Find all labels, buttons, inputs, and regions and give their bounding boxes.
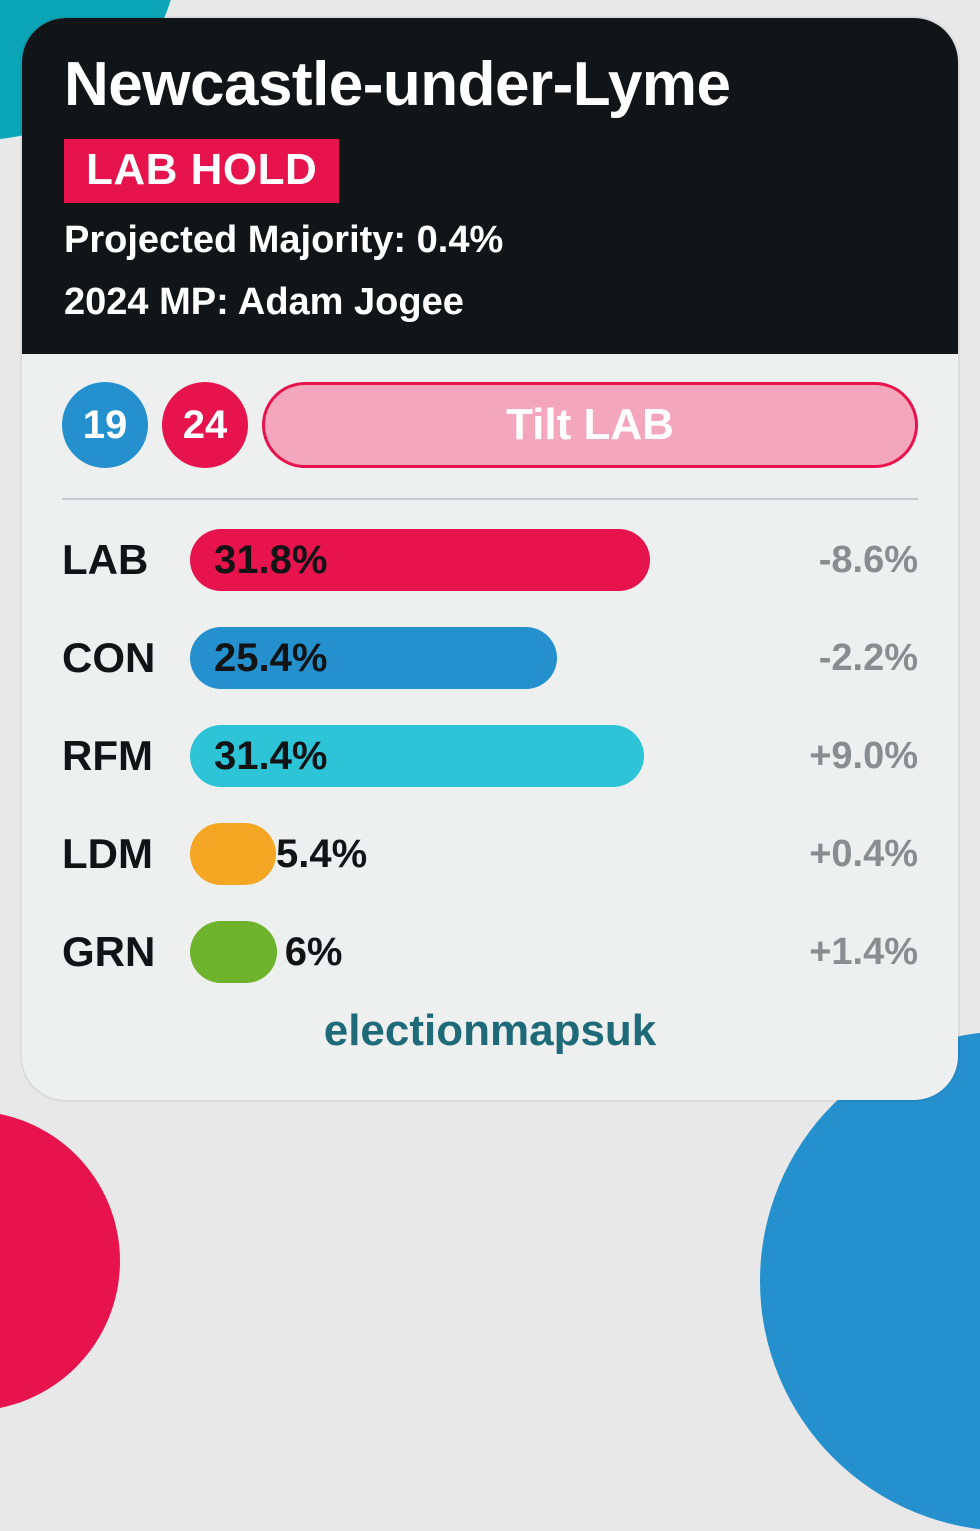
party-label: LAB	[62, 536, 190, 584]
bar-fill: 31.8%	[190, 529, 650, 591]
bg-corner-bottom-left	[0, 1111, 120, 1411]
bar-row: LAB31.8% -8.6%	[62, 526, 918, 594]
bar-chart: LAB31.8% -8.6% CON25.4% -2.2% RFM31.4% +9.0% L…	[62, 526, 918, 986]
change-value: -2.2%	[768, 637, 918, 680]
party-label: LDM	[62, 830, 190, 878]
tilt-pill: Tilt LAB	[262, 382, 918, 468]
projected-majority: Projected Majority: 0.4%	[64, 217, 916, 265]
party-label: CON	[62, 634, 190, 682]
pill-row: 19 24 Tilt LAB	[62, 382, 918, 500]
change-value: +0.4%	[768, 833, 918, 876]
hold-badge: LAB HOLD	[64, 139, 339, 203]
mp-line: 2024 MP: Adam Jogee	[64, 279, 916, 327]
bar-track: 31.4%	[190, 725, 768, 787]
bar-fill: 31.4%	[190, 725, 644, 787]
card-header: Newcastle-under-Lyme LAB HOLD Projected …	[22, 18, 958, 354]
bar-track: 5.4%	[190, 823, 768, 885]
result-card: Newcastle-under-Lyme LAB HOLD Projected …	[22, 18, 958, 1100]
party-label: GRN	[62, 928, 190, 976]
bar-track: 25.4%	[190, 627, 768, 689]
party-label: RFM	[62, 732, 190, 780]
bar-row: GRN 6% +1.4%	[62, 918, 918, 986]
bar-fill: 25.4%	[190, 627, 557, 689]
bar-value: 6%	[277, 921, 343, 983]
bar-track: 6%	[190, 921, 768, 983]
constituency-title: Newcastle-under-Lyme	[64, 52, 916, 117]
year-pill-current: 24	[162, 382, 248, 468]
change-value: +1.4%	[768, 931, 918, 974]
bar-fill	[190, 823, 276, 885]
bg-corner-bottom-right	[760, 1031, 980, 1531]
bar-value: 5.4%	[268, 823, 367, 885]
bar-track: 31.8%	[190, 529, 768, 591]
bar-fill	[190, 921, 277, 983]
bar-row: RFM31.4% +9.0%	[62, 722, 918, 790]
bar-row: CON25.4% -2.2%	[62, 624, 918, 692]
footer-credit: electionmapsuk	[62, 1000, 918, 1082]
card-body: 19 24 Tilt LAB LAB31.8% -8.6% CON25.4% -2.2…	[22, 354, 958, 1100]
change-value: +9.0%	[768, 735, 918, 778]
year-pill-prev: 19	[62, 382, 148, 468]
change-value: -8.6%	[768, 539, 918, 582]
bar-row: LDM 5.4% +0.4%	[62, 820, 918, 888]
